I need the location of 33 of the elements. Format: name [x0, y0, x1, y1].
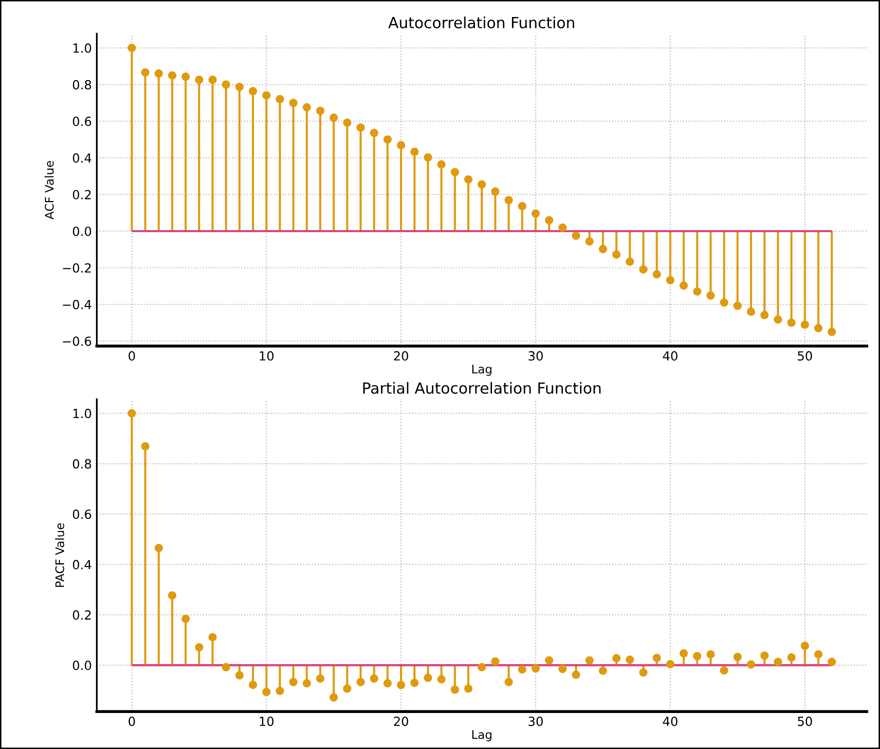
- x-tick-label: 10: [260, 716, 274, 726]
- y-axis-title: PACF Value: [55, 523, 64, 587]
- x-tick-label: 20: [394, 716, 408, 726]
- y-tick-label: 0.0: [72, 660, 92, 670]
- x-tick-label: 40: [662, 351, 678, 361]
- x-axis-title: Lag: [472, 364, 492, 376]
- y-tick-label: 1.0: [73, 408, 92, 418]
- y-axis-title: ACF Value: [44, 160, 54, 220]
- chart-title: Partial Autocorrelation Function: [363, 382, 601, 394]
- x-tick-label: 40: [662, 716, 678, 726]
- y-tick-label: 0.8: [72, 80, 92, 90]
- x-tick-label: 0: [128, 716, 135, 726]
- x-tick-label: 50: [798, 716, 812, 726]
- x-tick-label: 30: [528, 716, 543, 726]
- y-tick-label: 0.0: [72, 226, 92, 236]
- x-tick-label: 50: [798, 351, 812, 361]
- y-tick-label: 1.0: [73, 43, 92, 53]
- x-tick-label: 10: [260, 351, 274, 361]
- y-tick-label: −0.4: [62, 300, 92, 310]
- y-tick-label: 0.4: [72, 153, 92, 163]
- chart-title: Autocorrelation Function: [388, 16, 574, 28]
- x-tick-label: 30: [528, 351, 543, 361]
- y-tick-label: 0.6: [72, 510, 92, 519]
- y-tick-label: 0.4: [72, 560, 92, 570]
- y-tick-label: 0.2: [72, 190, 91, 200]
- x-tick-label: 0: [128, 351, 135, 361]
- x-tick-label: 20: [394, 351, 408, 361]
- x-axis-title: Lag: [472, 730, 492, 742]
- y-tick-label: 0.6: [72, 116, 92, 126]
- y-tick-label: 0.8: [72, 459, 92, 469]
- y-tick-label: −0.6: [62, 336, 92, 346]
- y-tick-label: 0.2: [72, 610, 91, 620]
- y-tick-label: −0.2: [62, 263, 91, 273]
